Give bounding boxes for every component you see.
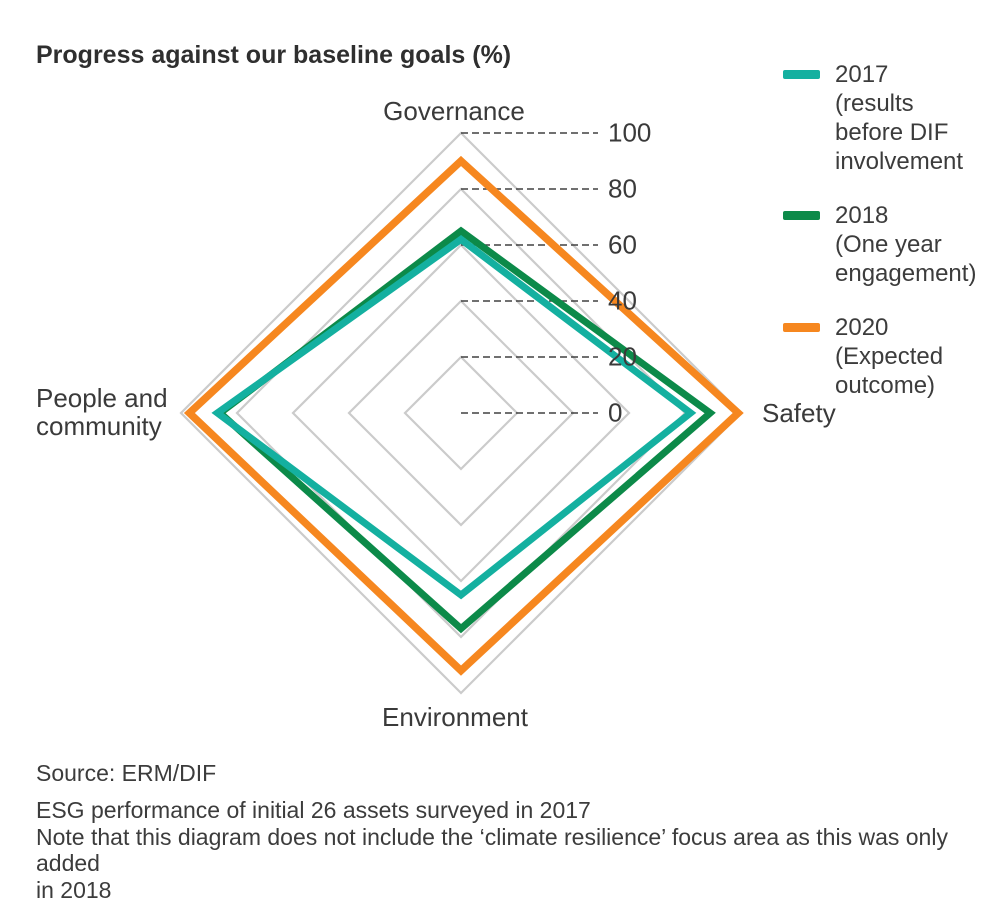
legend-item-2018: 2018 (One year engagement)	[783, 201, 983, 288]
tick-label-60: 60	[608, 229, 637, 260]
chart-title: Progress against our baseline goals (%)	[36, 41, 512, 69]
series-line-2017	[211, 235, 697, 600]
source-text: Source: ERM/DIF	[36, 760, 217, 786]
tick-label-40: 40	[608, 285, 637, 316]
chart-legend: 2017 (results before DIF involvement 2018…	[783, 60, 983, 425]
axis-label-environment: Environment	[382, 702, 528, 732]
series-line-2020	[183, 155, 744, 676]
tick-label-20: 20	[608, 341, 637, 372]
tick-label-100: 100	[608, 117, 652, 148]
legend-swatch-2020	[783, 323, 820, 332]
tick-label-0: 0	[608, 397, 623, 428]
notes-text: ESG performance of initial 26 assets sur…	[36, 797, 948, 903]
legend-label-2020: 2020 (Expected outcome)	[835, 314, 944, 399]
grid-ring-20	[403, 355, 519, 471]
tick-label-80: 80	[608, 173, 637, 204]
axis-label-people-and-community: People and community	[36, 383, 168, 441]
axis-label-safety: Safety	[762, 398, 836, 428]
radar-chart-canvas	[179, 131, 744, 695]
axis-label-governance: Governance	[383, 96, 525, 126]
legend-label-2018: 2018 (One year engagement)	[835, 202, 977, 287]
grid-ring-40	[347, 299, 575, 527]
legend-item-2017: 2017 (results before DIF involvement	[783, 60, 983, 176]
legend-label-2017: 2017 (results before DIF involvement	[835, 61, 964, 175]
legend-item-2020: 2020 (Expected outcome)	[783, 313, 983, 400]
grid-ring-100	[179, 131, 743, 695]
legend-swatch-2017	[783, 70, 820, 79]
legend-swatch-2018	[783, 211, 820, 220]
